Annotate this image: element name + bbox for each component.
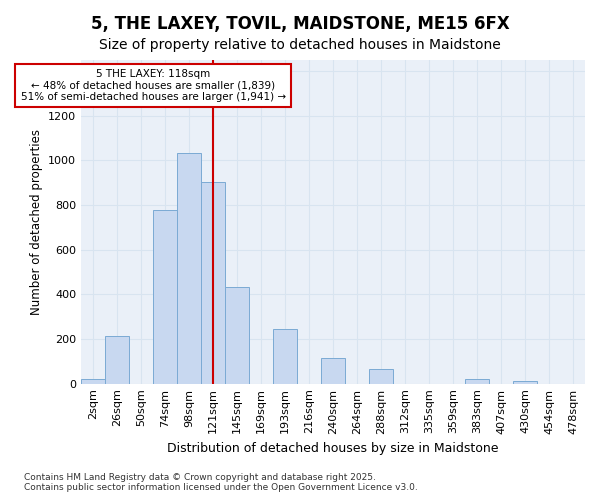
Bar xyxy=(513,382,537,384)
Bar xyxy=(105,336,129,384)
Text: Contains HM Land Registry data © Crown copyright and database right 2025.
Contai: Contains HM Land Registry data © Crown c… xyxy=(24,473,418,492)
Bar xyxy=(465,379,489,384)
Text: 5 THE LAXEY: 118sqm
← 48% of detached houses are smaller (1,839)
51% of semi-det: 5 THE LAXEY: 118sqm ← 48% of detached ho… xyxy=(20,69,286,102)
Bar xyxy=(201,182,225,384)
Text: 5, THE LAXEY, TOVIL, MAIDSTONE, ME15 6FX: 5, THE LAXEY, TOVIL, MAIDSTONE, ME15 6FX xyxy=(91,15,509,33)
Bar xyxy=(321,358,345,384)
X-axis label: Distribution of detached houses by size in Maidstone: Distribution of detached houses by size … xyxy=(167,442,499,455)
Bar xyxy=(225,286,249,384)
Text: Size of property relative to detached houses in Maidstone: Size of property relative to detached ho… xyxy=(99,38,501,52)
Y-axis label: Number of detached properties: Number of detached properties xyxy=(29,129,43,315)
Bar xyxy=(177,152,201,384)
Bar xyxy=(273,329,297,384)
Bar xyxy=(153,210,177,384)
Bar xyxy=(369,369,393,384)
Bar xyxy=(81,379,105,384)
